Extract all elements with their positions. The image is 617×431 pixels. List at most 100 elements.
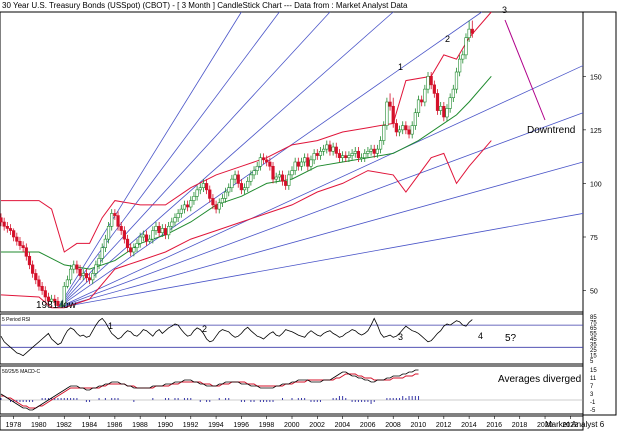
candle-body: [284, 180, 288, 186]
candle-body: [429, 75, 433, 86]
candle-body: [458, 58, 462, 73]
value-axis: [582, 11, 617, 416]
candle-body: [204, 183, 209, 191]
candle-body: [46, 296, 51, 302]
candle-body: [100, 247, 104, 259]
candle-body: [31, 264, 35, 274]
candle-body: [451, 88, 455, 99]
x-tick-label: 1992: [183, 422, 199, 429]
x-tick-label: 2006: [360, 422, 376, 429]
x-tick-label: 1984: [82, 422, 98, 429]
candle-body: [186, 204, 190, 208]
x-tick-label: 1982: [56, 422, 72, 429]
candle-body: [65, 279, 70, 287]
candle-body: [318, 150, 323, 156]
candle-body: [220, 198, 225, 204]
candle-body: [223, 191, 228, 199]
price-panel: [0, 11, 584, 313]
rsi-tick-label: 65: [590, 326, 597, 332]
candle-body: [176, 213, 180, 219]
candle-body: [233, 174, 237, 180]
x-tick-label: 1990: [157, 422, 173, 429]
candle-body: [344, 155, 348, 159]
candle-body: [328, 144, 332, 152]
fan-line-2: [57, 11, 280, 308]
candle-body: [217, 202, 221, 210]
candle-body: [442, 105, 446, 118]
macd-tick-label: -1: [590, 400, 596, 406]
candle-body: [119, 225, 123, 231]
macd-series: [0, 369, 583, 411]
candle-body: [18, 240, 22, 246]
candle-body: [179, 208, 183, 214]
candle-body: [252, 170, 256, 176]
candle-body: [154, 225, 158, 231]
moving-average: [1, 75, 492, 270]
chart-title: 30 Year U.S. Treasury Bonds (USSpot) (CB…: [2, 1, 408, 10]
candle-body: [198, 187, 202, 191]
price-tick-label: 75: [590, 235, 598, 242]
candle-body: [391, 105, 395, 124]
candle-body: [416, 99, 421, 114]
candle-body: [470, 28, 474, 34]
wave-label-1: 1: [398, 62, 403, 72]
candle-body: [303, 157, 307, 163]
x-tick-label: 2014: [461, 422, 477, 429]
candle-body: [110, 213, 114, 227]
candle-body: [53, 298, 57, 302]
macd-tick-label: 7: [590, 384, 594, 390]
candle-body: [21, 245, 25, 249]
candle-body: [394, 123, 398, 133]
candle-body: [81, 273, 85, 276]
candle-body: [255, 165, 259, 171]
candle-body: [356, 150, 361, 159]
macd-line: [0, 369, 419, 411]
price-tick-label: 100: [590, 181, 602, 188]
candle-body: [242, 187, 247, 191]
candle-body: [195, 189, 199, 197]
candle-body: [24, 247, 28, 257]
rsi-tick-label: 5: [590, 359, 594, 365]
fan-line-1: [57, 11, 242, 308]
rsi-tick-label: 25: [590, 348, 597, 354]
candle-body: [239, 183, 243, 191]
candle-body: [0, 217, 3, 223]
candle-body: [439, 105, 443, 111]
candle-body: [375, 148, 380, 154]
x-tick-label: 1978: [6, 422, 22, 429]
x-tick-label: 2018: [512, 422, 528, 429]
candle-body: [227, 187, 231, 193]
candle-body: [268, 161, 272, 167]
candle-body: [337, 153, 342, 159]
annotation-averages-diverged: Averages diverged: [498, 374, 581, 385]
rsi-panel-label: 5 Period RSI: [2, 317, 30, 323]
candle-body: [448, 97, 452, 109]
candle-body: [84, 273, 89, 279]
candlesticks: [0, 20, 474, 308]
candle-body: [410, 125, 414, 135]
candle-body: [334, 146, 338, 154]
rsi-label-4: 4: [478, 331, 483, 341]
macd-tick-label: 15: [590, 368, 597, 374]
candle-body: [277, 174, 281, 178]
macd-tick-label: -5: [590, 408, 596, 414]
candle-body: [167, 225, 171, 236]
candle-body: [325, 144, 329, 150]
candle-body: [401, 125, 405, 131]
candle-body: [201, 183, 206, 189]
candle-body: [246, 180, 250, 189]
candle-body: [34, 273, 38, 281]
candle-body: [103, 238, 107, 249]
time-axis: [0, 415, 584, 431]
candle-body: [78, 268, 82, 276]
candle-body: [353, 150, 357, 154]
candle-body: [350, 153, 354, 156]
candle-body: [341, 155, 345, 159]
fan-line-6: [57, 65, 584, 309]
candle-body: [56, 300, 60, 306]
candle-body: [163, 228, 168, 236]
price-tick-label: 150: [590, 74, 602, 81]
candle-body: [122, 230, 126, 240]
candle-body: [407, 129, 411, 135]
